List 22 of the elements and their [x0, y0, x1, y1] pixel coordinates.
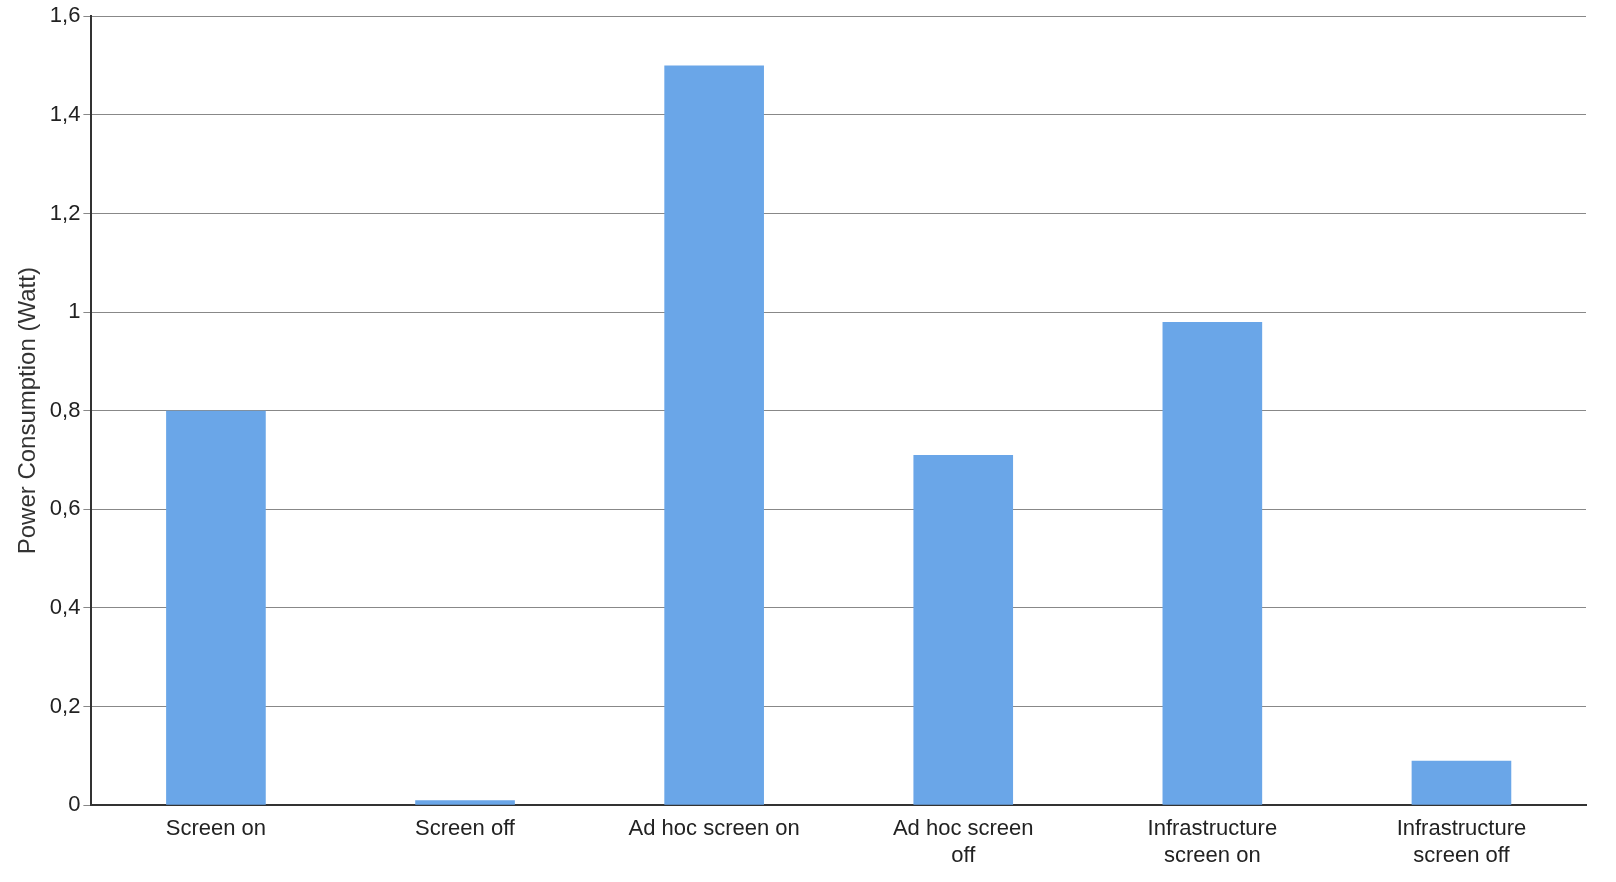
x-tick-label: Screen off: [415, 815, 516, 841]
bar: [664, 65, 764, 805]
x-tick-label: Infrastructure screen on: [1147, 815, 1278, 867]
y-tick-label: 1: [68, 298, 81, 324]
x-tick-label: Ad hoc screen on: [628, 815, 800, 841]
y-tick-label: 1,2: [49, 199, 81, 225]
bar: [913, 455, 1014, 805]
y-tick-label: 0,8: [49, 396, 81, 422]
y-tick-label: 1,6: [49, 2, 81, 28]
y-tick-label: 1,4: [49, 100, 81, 126]
bar: [1411, 760, 1512, 805]
y-tick-label: 0,6: [49, 495, 81, 521]
bar: [415, 800, 515, 805]
bar: [166, 410, 266, 805]
y-tick-label: 0: [68, 791, 81, 817]
bar: [1162, 321, 1263, 805]
y-tick-label: 0,2: [49, 692, 81, 718]
y-axis-title: Power Consumption (Watt): [13, 267, 41, 555]
y-tick-label: 0,4: [49, 594, 81, 620]
x-tick-label: Ad hoc screen off: [892, 815, 1034, 867]
x-tick-label: Infrastructure screen off: [1396, 815, 1527, 867]
x-tick-label: Screen on: [165, 815, 267, 841]
